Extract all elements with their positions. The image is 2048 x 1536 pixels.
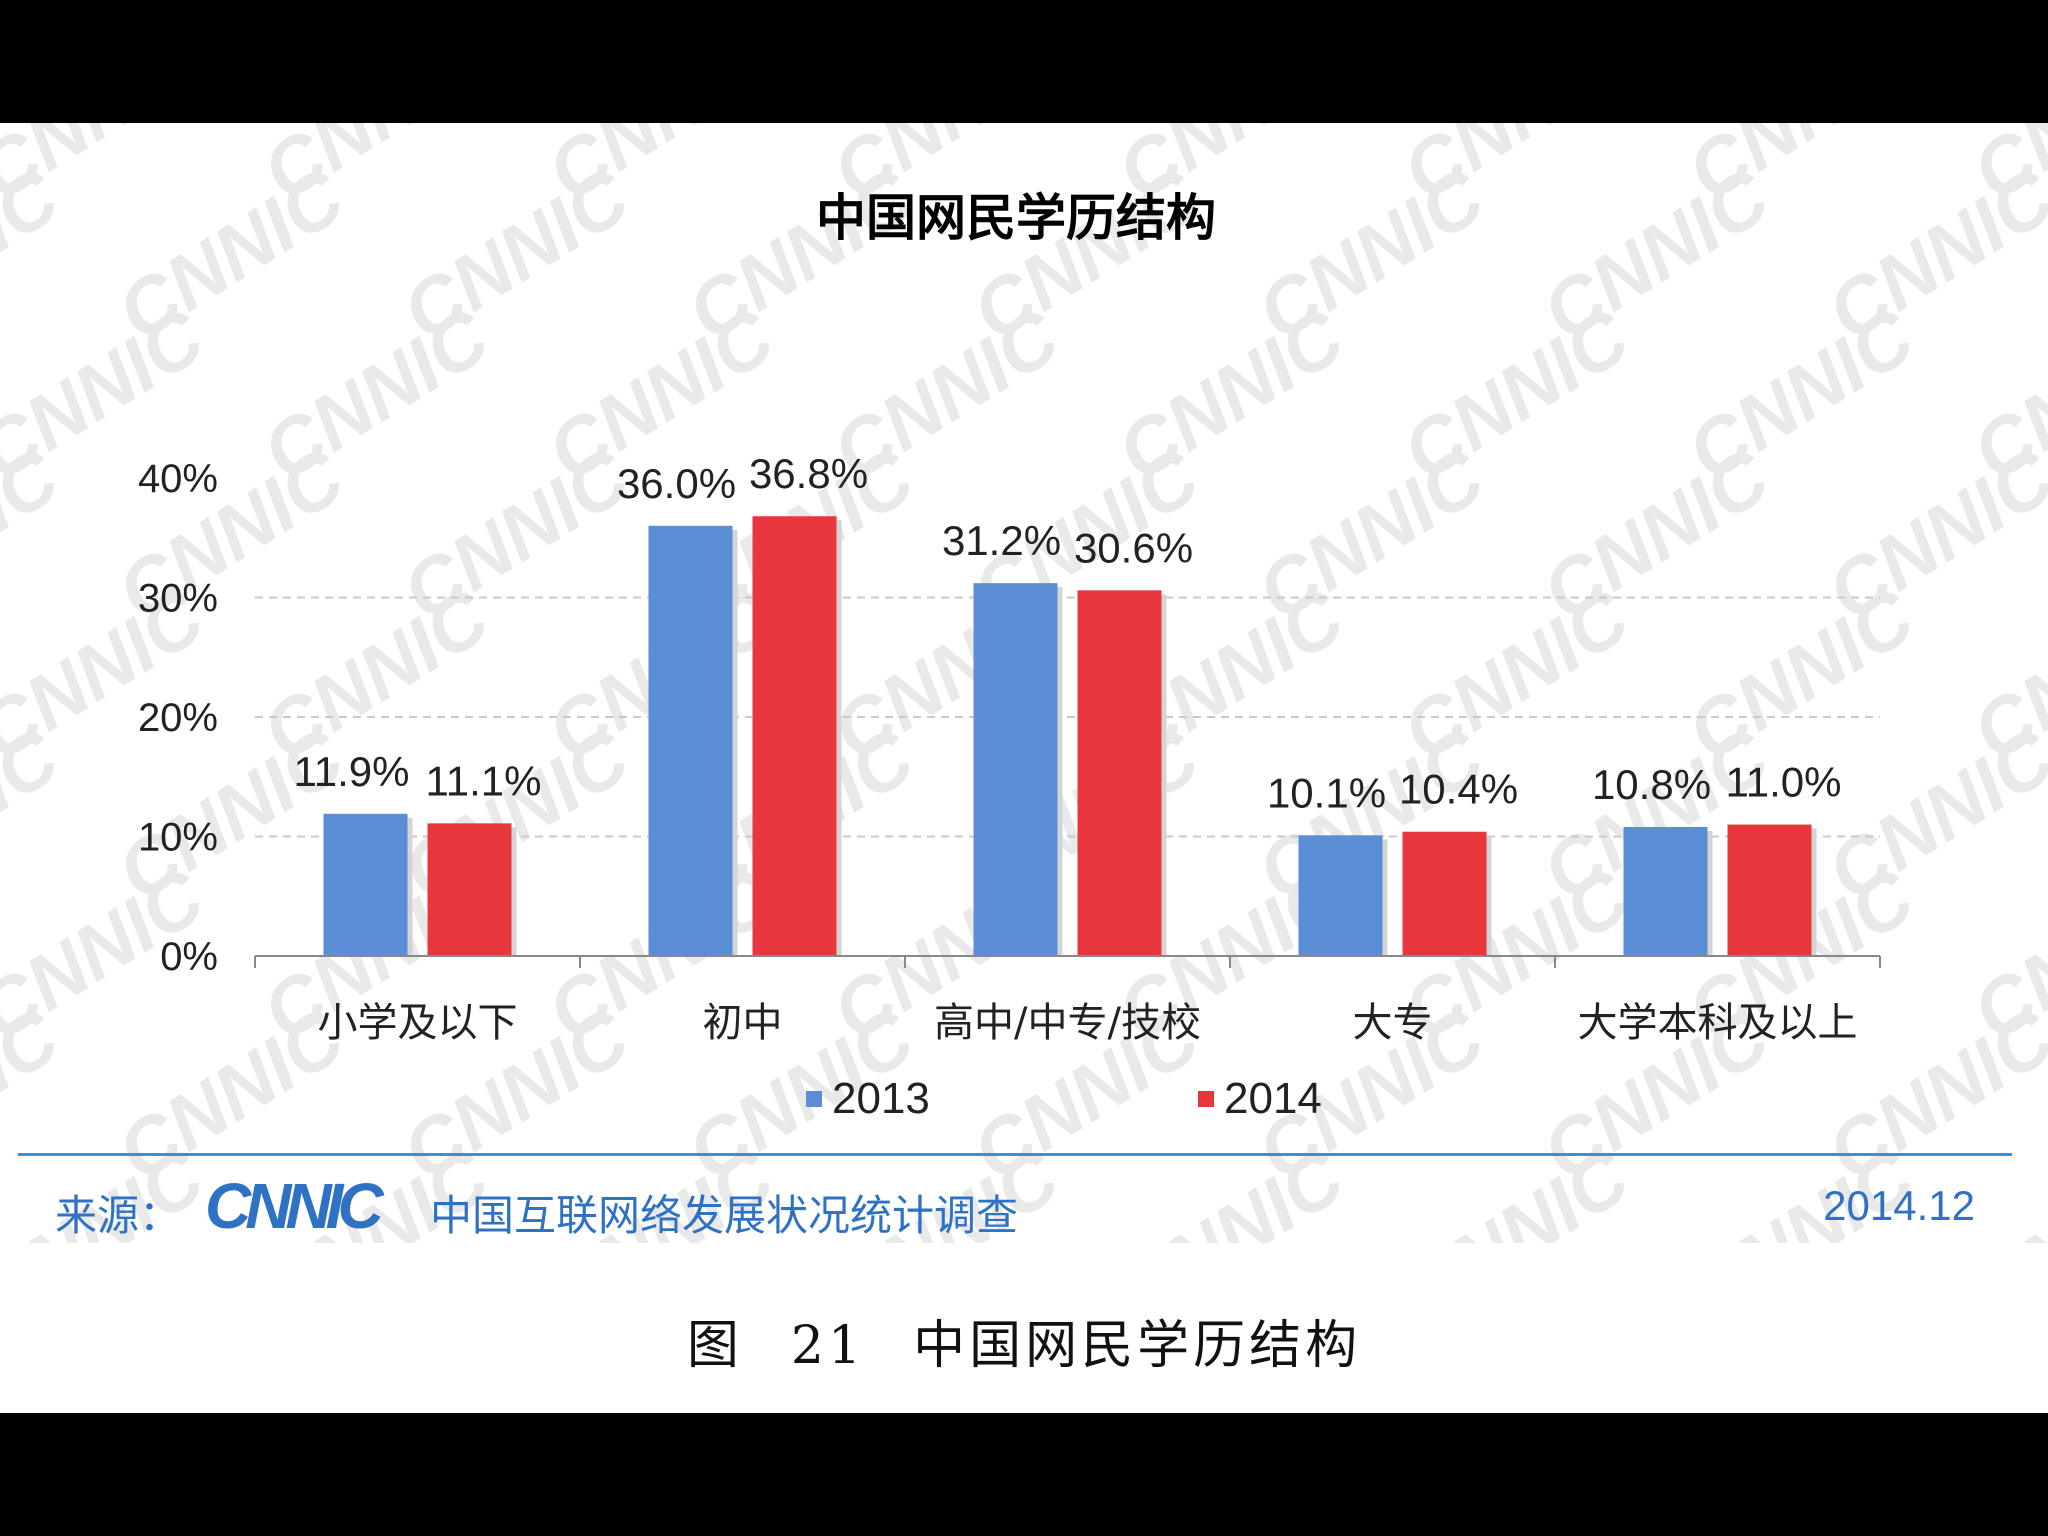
- cnnic-logo: CNNIC: [205, 1172, 390, 1238]
- y-tick-label: 30%: [138, 577, 218, 621]
- data-label: 10.8%: [1592, 761, 1711, 808]
- legend-label: 2013: [832, 1074, 930, 1123]
- x-tick-label: 小学及以下: [318, 1000, 518, 1046]
- figure-panel: CNNIC CNNIC CNNIC CNNIC CNNIC CNNIC CNNIC CNNIC…: [0, 123, 2048, 1413]
- caption-prefix: 图: [686, 1316, 743, 1376]
- bar-2014: [427, 823, 512, 956]
- bar-2014: [1402, 831, 1487, 956]
- y-tick-label: 40%: [138, 457, 218, 501]
- x-tick-label: 大学本科及以上: [1578, 1000, 1858, 1046]
- bar-2013: [1623, 826, 1708, 956]
- x-tick-label: 高中/中专/技校: [934, 1000, 1201, 1046]
- data-label: 30.6%: [1074, 524, 1193, 571]
- x-tick-label: 大专: [1353, 1000, 1433, 1046]
- x-tick-label: 初中: [703, 1000, 783, 1046]
- legend-label: 2014: [1224, 1074, 1322, 1123]
- legend-swatch: [1198, 1091, 1214, 1107]
- data-label: 36.0%: [617, 460, 736, 507]
- y-axis: 0% 10% 20% 30% 40%: [138, 457, 218, 979]
- y-tick-label: 10%: [138, 816, 218, 860]
- caption-text: 中国网民学历结构: [913, 1316, 1362, 1376]
- y-tick-label: 20%: [138, 696, 218, 740]
- y-tick-label: 0%: [160, 935, 218, 979]
- x-axis: 小学及以下 初中 高中/中专/技校 大专 大学本科及以上: [254, 955, 1881, 1046]
- bar-2014: [752, 516, 837, 956]
- data-label: 36.8%: [749, 450, 868, 497]
- data-label: 11.0%: [1726, 759, 1842, 806]
- bar-chart: 中国网民学历结构 0% 10% 20% 30% 40% 11.9% 11.1% 36.0% 3…: [138, 189, 1881, 1123]
- bar-2013: [648, 525, 733, 956]
- source-divider: [18, 1153, 2012, 1156]
- caption-number: 21: [790, 1316, 866, 1376]
- bars: 11.9% 11.1% 36.0% 36.8% 31.2% 30.6% 10.1% 10.4%…: [294, 450, 1842, 956]
- grid-lines: [255, 596, 1880, 838]
- data-label: 31.2%: [942, 517, 1061, 564]
- bar-2013: [1298, 835, 1383, 956]
- source-label: 来源：: [55, 1191, 182, 1240]
- survey-date: 2014.12: [1823, 1182, 1975, 1229]
- survey-name: 中国互联网络发展状况统计调查: [430, 1191, 1019, 1240]
- bar-2014: [1077, 590, 1162, 956]
- data-label: 11.9%: [294, 748, 410, 795]
- data-label: 10.1%: [1267, 769, 1386, 816]
- cnnic-logo-text: CNNIC: [205, 1172, 384, 1238]
- chart-title: 中国网民学历结构: [816, 189, 1216, 247]
- source-row: 来源： CNNIC 中国互联网络发展状况统计调查 2014.12: [55, 1168, 1995, 1248]
- legend-swatch: [806, 1091, 822, 1107]
- data-label: 10.4%: [1399, 766, 1518, 813]
- figure-caption: 图 21 中国网民学历结构: [0, 1303, 2048, 1378]
- bar-2014: [1727, 824, 1812, 956]
- bar-2013: [973, 583, 1058, 956]
- bar-2013: [323, 813, 408, 956]
- legend: 2013 2014: [806, 1074, 1322, 1123]
- data-label: 11.1%: [426, 757, 542, 804]
